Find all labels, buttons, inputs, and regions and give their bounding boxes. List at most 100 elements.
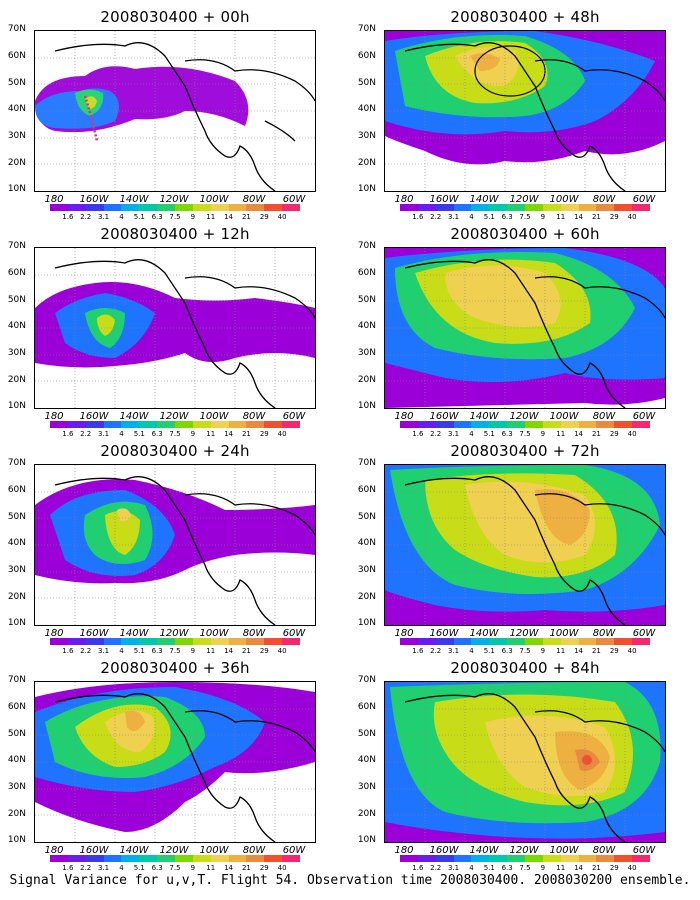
lon-label: 120W <box>509 628 539 639</box>
map-area <box>384 681 666 843</box>
colorbar-swatch <box>453 204 472 211</box>
lat-label: 60N <box>7 485 26 495</box>
colorbar-label: 6.3 <box>501 430 513 438</box>
colorbar-label: 4 <box>119 864 124 872</box>
colorbar-swatch <box>489 421 508 428</box>
coastline <box>404 42 665 191</box>
lon-label: 80W <box>592 411 616 422</box>
colorbar-swatch <box>228 421 247 428</box>
colorbar-swatch <box>228 204 247 211</box>
coastline <box>54 259 315 408</box>
colorbar-swatch <box>471 638 490 645</box>
colorbar-swatch <box>400 855 418 862</box>
lon-label: 100W <box>199 628 229 639</box>
colorbar-label: 6.3 <box>151 430 163 438</box>
panel-title: 2008030400 + 48h <box>450 8 600 26</box>
colorbar-label: 7.5 <box>169 647 181 655</box>
colorbar-label: 14 <box>574 647 584 655</box>
lat-label: 20N <box>357 809 376 819</box>
lon-label: 160W <box>429 845 459 856</box>
lon-label: 80W <box>242 411 266 422</box>
colorbar-label: 1.6 <box>412 864 424 872</box>
colorbar-swatch <box>614 855 633 862</box>
lat-label: 30N <box>357 565 376 575</box>
colorbar-label: 40 <box>277 430 287 438</box>
colorbar-label: 29 <box>609 864 619 872</box>
lat-label: 50N <box>357 512 376 522</box>
colorbar <box>50 421 301 428</box>
lon-label: 100W <box>199 194 229 205</box>
colorbar-label: 6.3 <box>151 647 163 655</box>
colorbar-swatch <box>246 421 265 428</box>
colorbar-label: 4 <box>119 647 124 655</box>
colorbar-label: 9 <box>540 430 546 438</box>
lon-label: 140W <box>469 411 499 422</box>
colorbar-label: 5.1 <box>483 430 495 438</box>
lon-label: 60W <box>282 194 306 205</box>
colorbar-swatch <box>246 638 265 645</box>
coastline <box>404 476 665 625</box>
lon-label: 140W <box>469 628 499 639</box>
colorbar-label: 2.2 <box>80 430 92 438</box>
colorbar-label: 4 <box>469 213 474 221</box>
colorbar-swatch <box>282 638 301 645</box>
colorbar <box>50 855 301 862</box>
lat-label: 10N <box>7 184 26 194</box>
colorbar-label: 6.3 <box>501 213 513 221</box>
colorbar-label: 7.5 <box>519 430 531 438</box>
colorbar-swatch <box>507 855 526 862</box>
colorbar-label: 9 <box>540 213 546 221</box>
lat-label: 30N <box>357 782 376 792</box>
colorbar-swatch <box>67 204 86 211</box>
colorbar-label: 11 <box>556 213 566 221</box>
map-area <box>34 247 316 409</box>
panel-title: 2008030400 + 36h <box>100 659 250 677</box>
colorbar-swatch <box>192 204 211 211</box>
panel-title: 2008030400 + 00h <box>100 8 250 26</box>
colorbar-label: 14 <box>224 647 234 655</box>
colorbar-swatch <box>596 638 615 645</box>
colorbar-swatch <box>264 638 283 645</box>
lon-label: 160W <box>429 411 459 422</box>
colorbar-swatch <box>139 638 158 645</box>
lon-label: 80W <box>242 194 266 205</box>
colorbar-label: 3.1 <box>447 213 460 221</box>
colorbar-swatch <box>139 204 158 211</box>
lat-label: 40N <box>7 104 26 114</box>
lon-label: 80W <box>242 628 266 639</box>
lon-label: 160W <box>79 411 109 422</box>
colorbar-swatch <box>489 204 508 211</box>
colorbar-label: 7.5 <box>519 213 531 221</box>
colorbar-swatch <box>400 204 418 211</box>
variance-field <box>385 465 665 625</box>
colorbar-label: 21 <box>241 647 251 655</box>
lat-label: 50N <box>7 729 26 739</box>
colorbar-label: 11 <box>556 430 566 438</box>
colorbar-label: 3.1 <box>447 430 460 438</box>
map-area <box>384 30 666 192</box>
lat-label: 60N <box>357 702 376 712</box>
colorbar-label: 5.1 <box>483 864 495 872</box>
colorbar-swatch <box>542 204 561 211</box>
colorbar-label: 2.2 <box>430 647 442 655</box>
lon-label: 160W <box>429 628 459 639</box>
colorbar-swatch <box>246 204 265 211</box>
lat-label: 40N <box>357 104 376 114</box>
colorbar-swatch <box>507 204 526 211</box>
colorbar-label: 3.1 <box>97 213 110 221</box>
colorbar-label: 11 <box>556 864 566 872</box>
colorbar-swatch <box>417 638 436 645</box>
colorbar-swatch <box>50 855 68 862</box>
colorbar-label: 14 <box>574 864 584 872</box>
colorbar-swatch <box>400 421 418 428</box>
colorbar-swatch <box>489 855 508 862</box>
colorbar-label: 7.5 <box>169 864 181 872</box>
lon-label: 80W <box>592 628 616 639</box>
colorbar-label: 9 <box>190 647 196 655</box>
colorbar-swatch <box>435 638 454 645</box>
colorbar-swatch <box>85 638 104 645</box>
variance-field <box>35 66 249 133</box>
lon-label: 100W <box>549 411 579 422</box>
colorbar-swatch <box>139 421 158 428</box>
colorbar-label: 2.2 <box>430 213 442 221</box>
